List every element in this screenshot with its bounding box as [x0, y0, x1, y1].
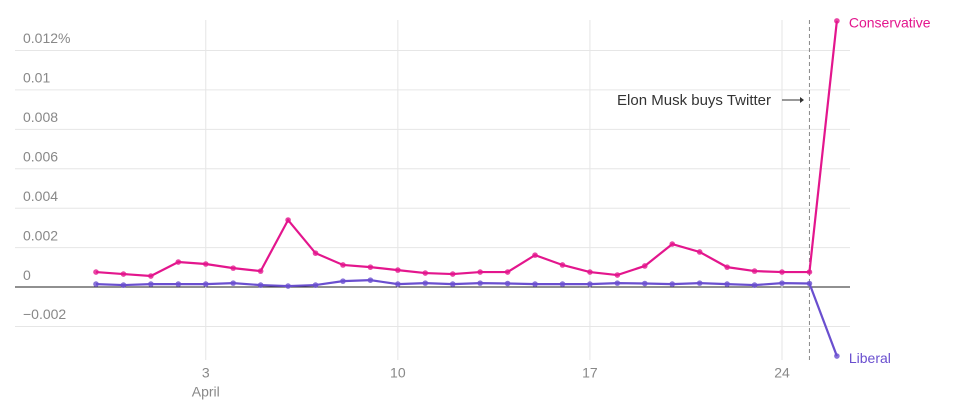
data-point	[559, 262, 566, 268]
data-point	[202, 281, 209, 287]
y-tick-label: −0.002	[23, 306, 66, 322]
data-point	[669, 281, 676, 287]
data-point	[834, 18, 840, 24]
data-point	[532, 252, 538, 258]
data-point	[477, 269, 483, 275]
data-point	[696, 280, 703, 286]
data-point	[395, 281, 401, 287]
data-point	[340, 278, 346, 284]
annotation: Elon Musk buys Twitter	[617, 92, 771, 109]
data-point	[724, 281, 730, 287]
data-point	[257, 268, 264, 274]
data-point	[669, 241, 676, 247]
data-point	[587, 269, 593, 275]
data-point	[285, 217, 291, 223]
data-point	[449, 281, 456, 287]
data-point	[477, 280, 483, 286]
series-line	[95, 279, 838, 357]
data-point	[148, 273, 154, 279]
data-point	[834, 353, 840, 359]
data-point	[779, 280, 785, 286]
series-label: Liberal	[849, 350, 891, 366]
data-point	[751, 282, 758, 288]
series-line	[95, 20, 838, 278]
data-point	[614, 280, 621, 286]
data-point	[532, 281, 538, 287]
y-tick-label: 0.01	[23, 70, 50, 86]
data-point	[806, 280, 813, 287]
data-point	[230, 280, 236, 286]
series-label: Conservative	[849, 15, 931, 31]
y-tick-label: 0.006	[23, 148, 58, 164]
y-tick-label: 0.004	[23, 188, 58, 204]
y-tick-label: 0	[23, 267, 31, 283]
data-point	[422, 270, 429, 276]
y-tick-label: 0.002	[23, 227, 58, 243]
data-point	[614, 272, 621, 278]
annotation-arrowhead	[800, 97, 804, 103]
data-point	[504, 280, 511, 287]
data-point	[93, 269, 99, 275]
data-point	[642, 280, 648, 287]
x-tick-label: 3	[202, 365, 210, 381]
data-point	[696, 249, 703, 255]
y-tick-label: 0.012%	[23, 30, 70, 46]
data-point	[367, 264, 374, 270]
data-point	[642, 263, 648, 269]
data-point	[257, 282, 264, 288]
data-point	[312, 250, 319, 256]
x-group-label: April	[192, 384, 220, 400]
data-point	[202, 261, 209, 267]
x-tick-label: 10	[390, 365, 406, 381]
data-point	[779, 269, 785, 275]
data-point	[120, 271, 127, 277]
data-point	[751, 268, 758, 274]
data-point	[120, 282, 127, 288]
data-point	[285, 283, 291, 289]
data-point	[148, 281, 154, 287]
data-point	[559, 281, 566, 287]
data-point	[587, 281, 593, 287]
data-point	[367, 277, 374, 283]
data-point	[422, 280, 429, 286]
data-point	[504, 269, 511, 275]
data-point	[340, 262, 346, 268]
x-tick-label: 17	[582, 365, 598, 381]
data-point	[806, 269, 813, 275]
data-point	[395, 267, 401, 273]
data-point	[93, 281, 99, 287]
data-point	[175, 281, 182, 287]
x-tick-label: 24	[774, 365, 790, 381]
data-point	[449, 271, 456, 277]
data-point	[724, 264, 730, 270]
y-tick-label: 0.008	[23, 109, 58, 125]
data-point	[175, 259, 182, 265]
data-point	[312, 282, 319, 288]
data-point	[230, 265, 236, 271]
